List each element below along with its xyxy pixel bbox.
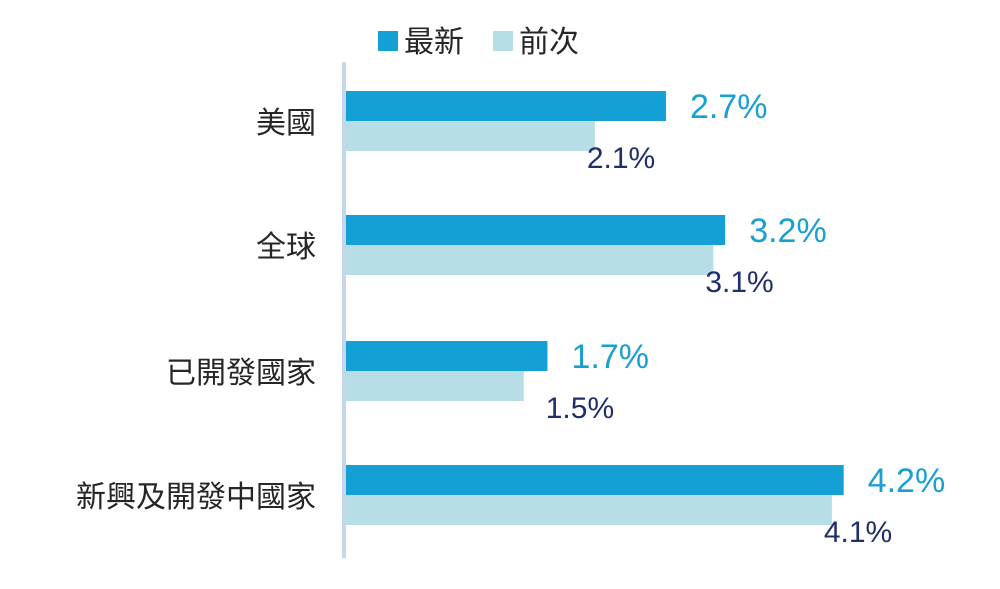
legend-swatch-latest (378, 31, 398, 51)
data-label-previous: 3.1% (705, 266, 773, 299)
data-label-previous: 1.5% (546, 392, 614, 425)
bar-latest (346, 215, 726, 245)
category-label: 美國 (256, 106, 316, 141)
bar-latest (346, 91, 666, 121)
category-label: 新興及開發中國家 (76, 480, 316, 515)
data-label-latest: 4.2% (868, 462, 946, 500)
data-label-latest: 3.2% (749, 212, 827, 250)
data-label-latest: 2.7% (690, 88, 768, 126)
legend-label-previous: 前次 (519, 25, 579, 60)
category-label: 全球 (256, 230, 316, 265)
legend-swatch-previous (493, 31, 513, 51)
bar-previous (346, 121, 595, 151)
bar-previous (346, 245, 714, 275)
legend-label-latest: 最新 (404, 25, 464, 60)
bar-latest (346, 341, 548, 371)
bar-previous (346, 495, 832, 525)
legend: 最新 前次 (378, 25, 579, 60)
category-label: 已開發國家 (166, 356, 316, 391)
data-label-latest: 1.7% (571, 338, 649, 376)
data-label-previous: 2.1% (587, 142, 655, 175)
bar-latest (346, 465, 844, 495)
data-label-previous: 4.1% (824, 516, 892, 549)
bar-previous (346, 371, 524, 401)
